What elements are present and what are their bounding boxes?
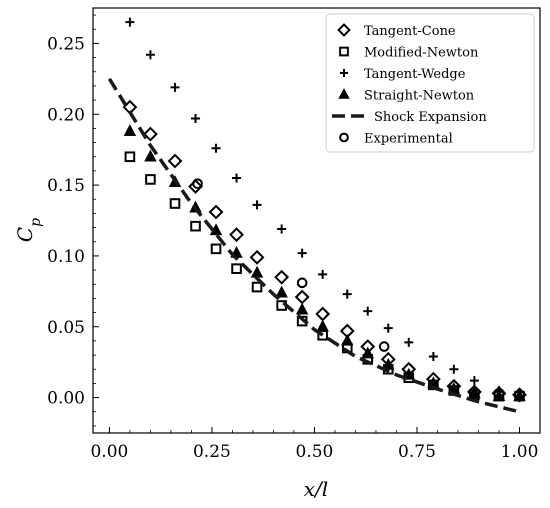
legend-swatch-modified-newton bbox=[339, 46, 349, 57]
data-point-tangent-cone bbox=[208, 204, 224, 220]
data-point-tangent-wedge bbox=[277, 224, 287, 234]
data-point-straight-newton bbox=[513, 389, 526, 401]
data-point-tangent-cone bbox=[274, 269, 290, 285]
legend-label-experimental: Experimental bbox=[364, 132, 453, 147]
legend-label-shock-expansion: Shock Expansion bbox=[374, 110, 487, 125]
x-axis-label: x/l bbox=[304, 477, 328, 501]
data-point-straight-newton bbox=[144, 149, 157, 162]
legend-swatch-experimental bbox=[339, 132, 349, 143]
data-point-straight-newton bbox=[295, 302, 309, 315]
data-point-tangent-wedge bbox=[125, 17, 135, 27]
data-point-tangent-wedge bbox=[342, 289, 352, 299]
y-tick-label: 0.15 bbox=[47, 176, 85, 196]
data-point-tangent-cone bbox=[142, 126, 158, 142]
legend-swatch-tangent-wedge bbox=[339, 68, 349, 78]
y-tick-label: 0.20 bbox=[47, 105, 85, 125]
x-tick-label: 0.00 bbox=[90, 442, 128, 462]
data-point-tangent-cone bbox=[229, 227, 244, 243]
data-point-straight-newton bbox=[468, 386, 481, 399]
data-point-straight-newton bbox=[341, 333, 354, 346]
data-point-modified-newton bbox=[145, 174, 156, 185]
legend-label-tangent-cone: Tangent-Cone bbox=[364, 24, 456, 39]
y-tick-label: 0.25 bbox=[47, 34, 85, 54]
y-axis-label: Cp bbox=[13, 218, 44, 242]
series-line-shock-expansion bbox=[107, 77, 520, 414]
data-point-straight-newton bbox=[382, 357, 395, 370]
data-point-tangent-wedge bbox=[232, 173, 242, 183]
data-point-tangent-wedge bbox=[383, 323, 393, 333]
data-point-modified-newton bbox=[190, 220, 201, 232]
data-point-tangent-wedge bbox=[469, 376, 479, 386]
data-point-straight-newton bbox=[275, 285, 288, 298]
data-point-tangent-wedge bbox=[428, 352, 438, 361]
plot-area bbox=[107, 17, 527, 414]
data-point-tangent-wedge bbox=[404, 337, 414, 347]
data-point-tangent-wedge bbox=[363, 306, 373, 316]
legend-label-straight-newton: Straight-Newton bbox=[364, 89, 475, 104]
data-point-tangent-wedge bbox=[252, 200, 262, 210]
data-point-tangent-wedge bbox=[318, 269, 328, 279]
data-point-experimental bbox=[296, 277, 308, 289]
data-point-straight-newton bbox=[316, 319, 329, 332]
legend-label-modified-newton: Modified-Newton bbox=[364, 46, 479, 61]
legend: Tangent-Cone Modified-Newton Tangent-Wedge… bbox=[325, 13, 535, 153]
data-point-straight-newton bbox=[492, 389, 506, 401]
data-point-tangent-wedge bbox=[145, 50, 155, 60]
data-point-modified-newton bbox=[124, 151, 136, 163]
data-point-tangent-cone bbox=[249, 249, 265, 265]
data-point-tangent-wedge bbox=[170, 82, 180, 92]
data-point-experimental bbox=[192, 178, 203, 189]
data-point-tangent-cone bbox=[167, 153, 183, 169]
data-point-tangent-wedge bbox=[191, 114, 201, 123]
x-tick-label: 0.75 bbox=[398, 442, 436, 462]
legend-box bbox=[325, 13, 535, 153]
y-tick-label: 0.05 bbox=[47, 318, 85, 338]
data-point-straight-newton bbox=[123, 124, 137, 136]
data-point-experimental bbox=[378, 341, 390, 352]
data-point-tangent-wedge bbox=[297, 248, 307, 258]
x-tick-label: 0.50 bbox=[296, 442, 334, 462]
data-point-modified-newton bbox=[210, 243, 222, 255]
legend-swatch-tangent-cone bbox=[337, 23, 351, 37]
y-tick-label: 0.10 bbox=[47, 247, 85, 267]
data-point-modified-newton bbox=[251, 281, 263, 293]
data-point-tangent-wedge bbox=[211, 143, 221, 153]
legend-label-tangent-wedge: Tangent-Wedge bbox=[364, 67, 466, 82]
data-point-tangent-wedge bbox=[449, 364, 459, 374]
x-tick-label: 0.25 bbox=[193, 442, 231, 462]
data-point-modified-newton bbox=[169, 198, 181, 209]
data-point-straight-newton bbox=[361, 346, 374, 359]
x-tick-label: 1.00 bbox=[501, 442, 539, 462]
axes-frame bbox=[92, 7, 541, 434]
data-point-modified-newton bbox=[231, 263, 242, 274]
legend-swatch-straight-newton bbox=[338, 88, 350, 99]
y-tick-label: 0.00 bbox=[47, 389, 85, 409]
data-point-tangent-cone bbox=[188, 179, 203, 194]
